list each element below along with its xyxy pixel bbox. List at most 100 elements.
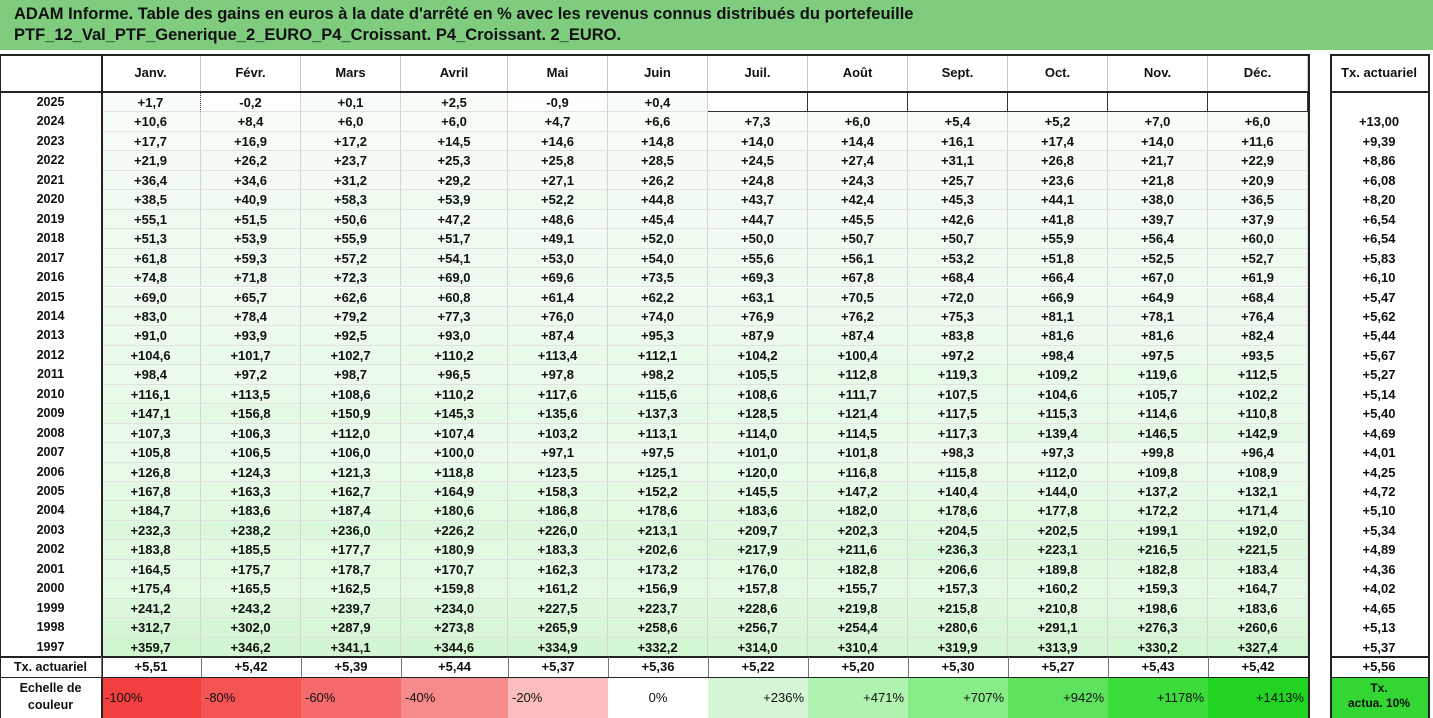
gain-cell: +54,0 — [608, 248, 708, 269]
gain-cell: +128,5 — [708, 404, 808, 424]
gain-cell: +42,6 — [908, 209, 1008, 230]
gain-cell: +96,4 — [1208, 443, 1308, 463]
year-label: 2020 — [36, 192, 65, 207]
gain-cell: +160,2 — [1008, 579, 1108, 599]
color-scale-rate-line1: Tx. — [1370, 681, 1388, 696]
total-row-divider — [201, 657, 202, 678]
total-rate-cell: +5,30 — [941, 659, 975, 675]
annual-border-right — [1428, 54, 1430, 718]
gain-cell: +56,4 — [1108, 229, 1208, 249]
gain-cell — [1108, 93, 1208, 113]
total-border-bottom — [0, 677, 1309, 679]
gain-cell: -0,9 — [508, 93, 608, 113]
gain-cell: +173,2 — [608, 559, 708, 580]
gain-cell: +112,0 — [1008, 462, 1108, 482]
gain-cell: +117,3 — [908, 423, 1008, 444]
gain-cell: +17,2 — [301, 131, 401, 152]
gain-cell: +226,0 — [508, 520, 608, 541]
gain-cell: +206,6 — [908, 559, 1008, 580]
gain-cell: +103,2 — [508, 423, 608, 444]
gain-cell: +184,7 — [101, 501, 201, 521]
gain-cell: +95,3 — [608, 326, 708, 346]
color-scale-label-line2: couleur — [27, 698, 74, 713]
color-scale-stop: 0% — [608, 678, 708, 718]
gain-cell: +142,9 — [1208, 423, 1308, 444]
gain-cell: +147,2 — [808, 482, 908, 502]
gain-cell: +14,5 — [401, 131, 508, 152]
gain-cell: +156,9 — [608, 579, 708, 599]
gain-cell: +60,0 — [1208, 229, 1308, 249]
month-header: Janv. — [101, 54, 201, 91]
gain-cell: +104,2 — [708, 345, 808, 366]
gain-cell: +215,8 — [908, 598, 1008, 619]
gain-cell: +312,7 — [101, 618, 201, 638]
gain-cell: +74,0 — [608, 306, 708, 327]
gain-cell: +56,1 — [808, 248, 908, 269]
year-label: 2003 — [36, 522, 65, 537]
gain-cell: +21,8 — [1108, 170, 1208, 191]
gain-cell: +43,7 — [708, 190, 808, 210]
gain-cell: +115,6 — [608, 384, 708, 405]
gain-cell: +110,8 — [1208, 404, 1308, 424]
table-border-left — [0, 54, 1, 718]
gain-cell: +21,7 — [1108, 151, 1208, 171]
gain-cell: +25,3 — [401, 151, 508, 171]
gain-cell: +55,9 — [301, 229, 401, 249]
gain-cell: +17,4 — [1008, 131, 1108, 152]
gain-cell: +175,4 — [101, 579, 201, 599]
gain-cell: +140,4 — [908, 482, 1008, 502]
annual-rate-cell: +6,10 — [1362, 270, 1396, 286]
year-label: 2023 — [36, 133, 65, 148]
gain-cell: +50,7 — [808, 229, 908, 249]
gain-cell: +51,7 — [401, 229, 508, 249]
gain-cell: +38,0 — [1108, 190, 1208, 210]
gain-cell: +44,8 — [608, 190, 708, 210]
gain-cell: +36,5 — [1208, 190, 1308, 210]
gain-cell: +61,9 — [1208, 268, 1308, 288]
total-rate-cell: +5,39 — [334, 659, 368, 675]
gain-cell: +83,8 — [908, 326, 1008, 346]
gain-cell: +50,6 — [301, 209, 401, 230]
color-scale-stop: -80% — [201, 678, 301, 718]
gain-cell: +186,8 — [508, 501, 608, 521]
annual-header-bottom — [1330, 91, 1429, 93]
gain-cell: +61,4 — [508, 287, 608, 307]
gain-cell: +45,4 — [608, 209, 708, 230]
gain-cell: +177,8 — [1008, 501, 1108, 521]
month-header: Avril — [401, 54, 508, 91]
annual-rate-cell: +6,54 — [1362, 211, 1396, 227]
gain-cell: +183,8 — [101, 540, 201, 560]
gain-cell: +171,4 — [1208, 501, 1308, 521]
annual-rate-cell: +5,67 — [1362, 347, 1396, 363]
gain-cell: +223,1 — [1008, 540, 1108, 560]
year-label: 2004 — [36, 503, 65, 518]
year-label: 2009 — [36, 406, 65, 421]
color-scale-stop: +236% — [708, 678, 808, 718]
annual-rate-cell: +5,10 — [1362, 503, 1396, 519]
gain-cell: +6,0 — [1208, 112, 1308, 132]
gain-cell: +26,2 — [201, 151, 301, 171]
gain-cell: +202,6 — [608, 540, 708, 560]
gain-cell: +27,1 — [508, 170, 608, 191]
gain-cell: +5,4 — [908, 112, 1008, 132]
gain-cell: +117,6 — [508, 384, 608, 405]
gain-cell: +260,6 — [1208, 618, 1308, 638]
gain-cell: +232,3 — [101, 520, 201, 541]
gain-cell: +31,1 — [908, 151, 1008, 171]
gain-cell: +110,2 — [401, 345, 508, 366]
total-rate-cell: +5,22 — [741, 659, 775, 675]
gain-cell: +157,3 — [908, 579, 1008, 599]
gain-cell: +165,5 — [201, 579, 301, 599]
gain-cell: +291,1 — [1008, 618, 1108, 638]
total-row-divider — [401, 657, 402, 678]
total-row-label: Tx. actuariel — [14, 660, 87, 675]
gain-cell: +254,4 — [808, 618, 908, 638]
gain-cell: +155,7 — [808, 579, 908, 599]
gain-cell: +110,2 — [401, 384, 508, 405]
annual-rate-cell: +5,14 — [1362, 386, 1396, 402]
total-annual-rate: +5,56 — [1362, 659, 1396, 675]
year-label: 2014 — [36, 308, 65, 323]
total-rate-cell: +5,43 — [1141, 659, 1175, 675]
total-rate-cell: +5,20 — [841, 659, 875, 675]
total-rate-cell: +5,42 — [1241, 659, 1275, 675]
